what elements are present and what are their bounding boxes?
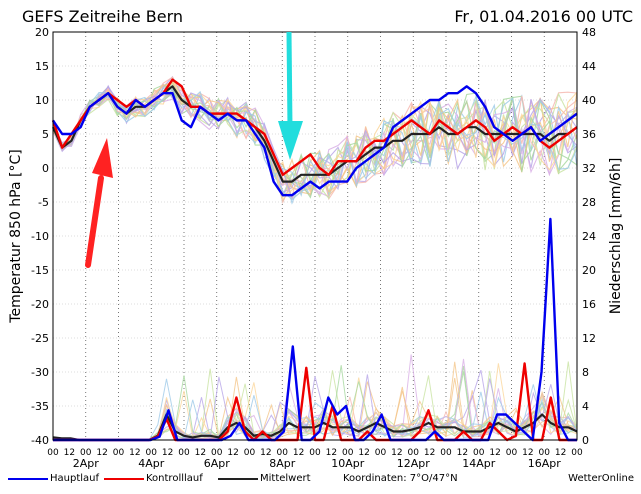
x-tick-date: 16Apr — [528, 457, 562, 470]
y-tick-right: 4 — [582, 400, 589, 413]
y-tick-left: -20 — [31, 298, 49, 311]
y-tick-left: 0 — [42, 162, 49, 175]
legend-hauptlauf-label: Hauptlauf — [50, 473, 99, 484]
red-arrow — [85, 138, 113, 268]
y-tick-right: 8 — [582, 366, 589, 379]
chart-datetime: Fr, 01.04.2016 00 UTC — [454, 7, 633, 26]
y-tick-right: 44 — [582, 60, 596, 73]
x-tick-hour: 12 — [555, 448, 566, 458]
x-tick-hour: 00 — [244, 448, 256, 458]
x-tick-hour: 12 — [293, 448, 304, 458]
y-tick-right: 0 — [582, 434, 589, 447]
y-tick-left: -5 — [38, 196, 49, 209]
x-tick-date: 4Apr — [138, 457, 165, 470]
y-tick-right: 32 — [582, 162, 596, 175]
y-tick-left: 5 — [42, 128, 49, 141]
y-axis-left-label: Temperatur 850 hPa [°C] — [8, 149, 24, 323]
legend-mittelwert-label: Mittelwert — [260, 473, 311, 484]
main-series — [51, 78, 578, 442]
x-tick-date: 2Apr — [73, 457, 100, 470]
x-tick-hour: 00 — [571, 448, 583, 458]
x-tick-hour: 12 — [326, 448, 337, 458]
x-tick-hour: 00 — [440, 448, 452, 458]
y-tick-right: 12 — [582, 332, 596, 345]
x-tick-hour: 00 — [178, 448, 190, 458]
x-tick-hour: 12 — [522, 448, 533, 458]
x-tick-hour: 00 — [277, 448, 289, 458]
x-tick-date: 10Apr — [331, 457, 365, 470]
cyan-arrow — [278, 31, 303, 160]
x-tick-hour: 00 — [211, 448, 223, 458]
legend: Hauptlauf Kontrolllauf Mittelwert Koordi… — [8, 473, 634, 484]
y-tick-left: 20 — [35, 26, 49, 39]
x-tick-hour: 12 — [64, 448, 75, 458]
x-tick-hour: 12 — [260, 448, 271, 458]
y-tick-left: -30 — [31, 366, 49, 379]
legend-brand: WetterOnline — [568, 473, 634, 484]
legend-kontrolllauf-label: Kontrolllauf — [146, 473, 203, 484]
legend-koordinaten: Koordinaten: 7°O/47°N — [343, 473, 458, 484]
x-tick-date: 12Apr — [397, 457, 431, 470]
red-arrow-shaft — [85, 175, 104, 268]
x-tick-hour: 12 — [129, 448, 140, 458]
cyan-arrow-head — [278, 121, 303, 160]
x-tick-hour: 00 — [506, 448, 518, 458]
plot-frame — [52, 31, 578, 441]
hauptlauf-temperature-line — [52, 85, 578, 197]
y-tick-right: 36 — [582, 128, 596, 141]
y-tick-left: -40 — [31, 434, 49, 447]
x-tick-hour: 00 — [408, 448, 420, 458]
x-tick-hour: 00 — [342, 448, 354, 458]
x-tick-hour: 00 — [47, 448, 59, 458]
x-tick-hour: 12 — [489, 448, 500, 458]
x-tick-hour: 00 — [375, 448, 387, 458]
x-tick-hour: 12 — [358, 448, 369, 458]
x-tick-date: 6Apr — [204, 457, 231, 470]
y-tick-left: 15 — [35, 60, 49, 73]
x-tick-hour: 12 — [391, 448, 402, 458]
y-tick-left: -25 — [31, 332, 49, 345]
x-tick-hour: 00 — [113, 448, 125, 458]
y-tick-right: 20 — [582, 264, 596, 277]
x-tick-hour: 00 — [146, 448, 158, 458]
x-tick-hour: 12 — [96, 448, 107, 458]
y-tick-right: 16 — [582, 298, 596, 311]
x-tick-hour: 00 — [80, 448, 92, 458]
y-tick-left: 10 — [35, 94, 49, 107]
x-tick-hour: 12 — [457, 448, 468, 458]
x-tick-hour: 00 — [309, 448, 321, 458]
y-tick-left: -10 — [31, 230, 49, 243]
x-tick-date: 14Apr — [462, 457, 496, 470]
red-arrow-head — [92, 138, 113, 178]
x-tick-hour: 12 — [195, 448, 206, 458]
x-tick-hour: 00 — [473, 448, 485, 458]
y-tick-right: 40 — [582, 94, 596, 107]
x-tick-hour: 12 — [162, 448, 173, 458]
x-tick-hour: 00 — [539, 448, 551, 458]
y-tick-left: -35 — [31, 400, 49, 413]
y-tick-right: 24 — [582, 230, 596, 243]
chart-title: GEFS Zeitreihe Bern — [22, 7, 183, 26]
x-tick-hour: 12 — [424, 448, 435, 458]
cyan-arrow-shaft — [286, 31, 293, 129]
x-tick-date: 8Apr — [269, 457, 296, 470]
x-tick-hour: 12 — [227, 448, 238, 458]
tick-labels: 20151050-5-10-15-20-25-30-35-40484440363… — [31, 26, 596, 470]
y-tick-left: -15 — [31, 264, 49, 277]
y-tick-right: 28 — [582, 196, 596, 209]
y-axis-right-label: Niederschlag [mm/6h] — [608, 158, 624, 315]
y-tick-right: 48 — [582, 26, 596, 39]
ensemble-temp-line — [52, 88, 578, 197]
